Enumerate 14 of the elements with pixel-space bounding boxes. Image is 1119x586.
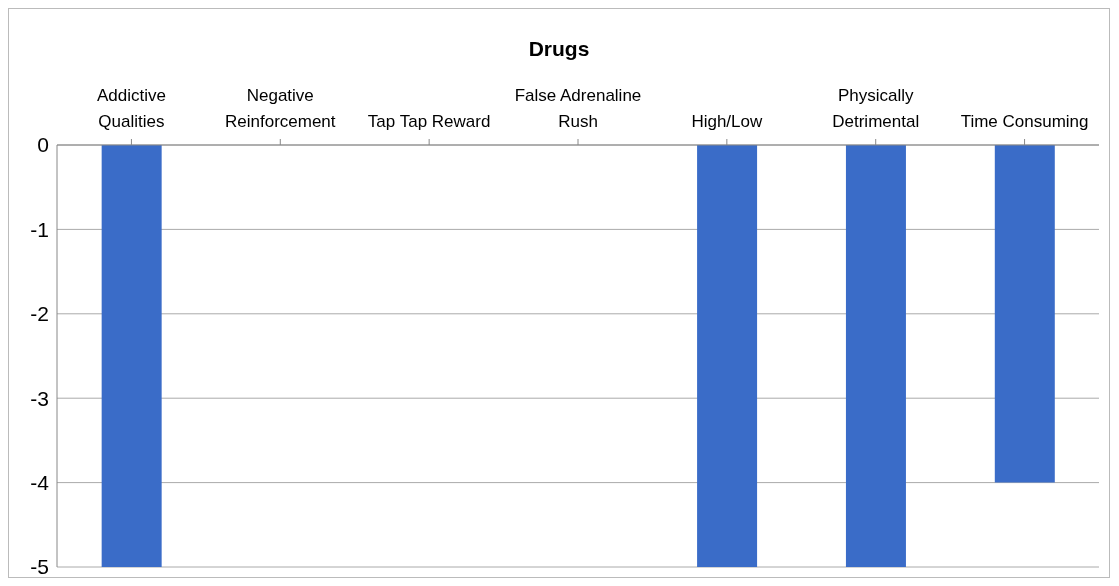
x-tick-label: Time Consuming [960,112,1089,131]
x-tick-label: Physically Detrimental [832,86,920,131]
x-tick-label: Addictive Qualities [96,86,166,131]
y-tick-label: -2 [30,302,49,326]
y-tick-label: -4 [30,471,50,495]
x-tick-label: False Adrenaline Rush [514,86,642,131]
y-tick-label: -3 [30,386,49,410]
y-tick-label: 0 [37,133,49,157]
chart-title: Drugs [527,37,591,61]
y-tick-label: -5 [30,555,49,579]
x-tick-label: Negative Reinforcement [225,86,336,131]
x-tick-label: High/Low [691,112,764,131]
y-tick-label: -1 [30,217,49,241]
x-tick-label: Tap Tap Reward [367,112,491,131]
